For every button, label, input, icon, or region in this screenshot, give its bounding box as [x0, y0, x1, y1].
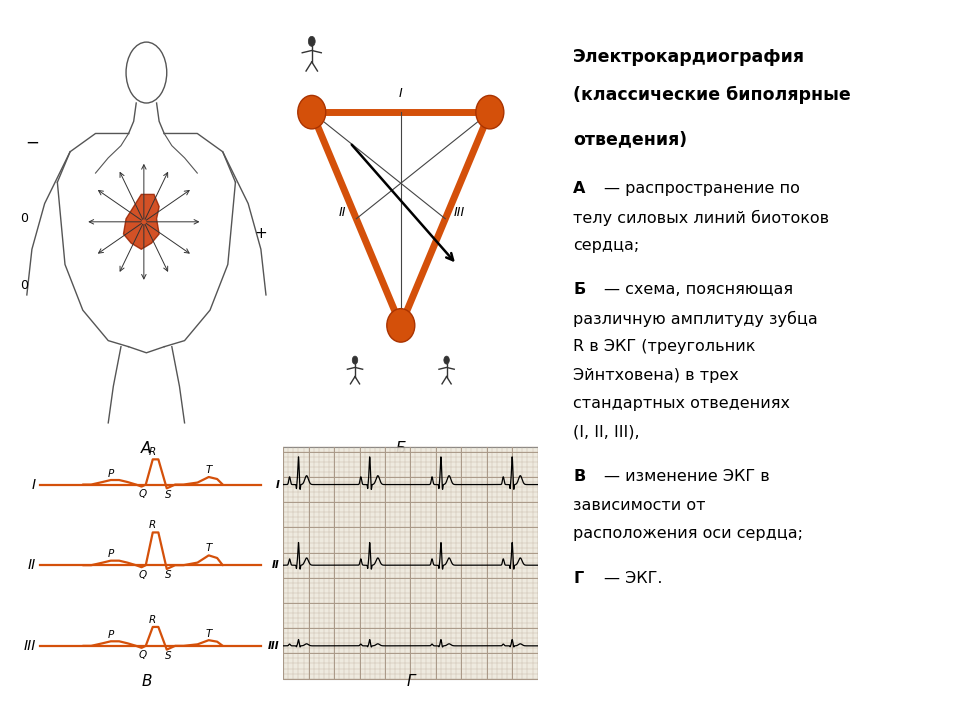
Text: расположения оси сердца;: расположения оси сердца; — [573, 526, 804, 541]
Ellipse shape — [444, 356, 449, 364]
Text: R: R — [149, 447, 156, 457]
Text: III: III — [268, 641, 279, 651]
Polygon shape — [124, 194, 159, 249]
Text: Б: Б — [396, 441, 406, 456]
Text: телу силовых линий биотоков: телу силовых линий биотоков — [573, 210, 829, 225]
Ellipse shape — [352, 356, 358, 364]
Text: А: А — [573, 181, 586, 196]
Text: Г: Г — [406, 674, 415, 688]
Text: стандартных отведениях: стандартных отведениях — [573, 396, 790, 411]
Text: 0: 0 — [20, 212, 28, 225]
Text: R: R — [149, 615, 156, 625]
Text: (I, II, III),: (I, II, III), — [573, 425, 639, 440]
Text: В: В — [141, 674, 152, 688]
Circle shape — [476, 96, 504, 129]
Text: Эйнтховена) в трех: Эйнтховена) в трех — [573, 368, 739, 383]
Text: T: T — [205, 629, 212, 639]
Text: II: II — [339, 206, 346, 219]
Text: R в ЭКГ (треугольник: R в ЭКГ (треугольник — [573, 339, 756, 354]
Text: I: I — [32, 477, 36, 492]
Text: Г: Г — [573, 570, 584, 585]
Text: зависимости от: зависимости от — [573, 498, 706, 513]
Text: 0: 0 — [20, 279, 28, 292]
Circle shape — [298, 96, 325, 129]
Text: А: А — [141, 441, 152, 456]
Ellipse shape — [308, 36, 315, 46]
Circle shape — [387, 309, 415, 342]
Text: отведения): отведения) — [573, 130, 687, 148]
FancyBboxPatch shape — [283, 446, 538, 678]
Text: I: I — [276, 480, 279, 490]
Text: −: − — [25, 134, 38, 152]
Text: P: P — [108, 469, 114, 479]
Text: сердца;: сердца; — [573, 238, 639, 253]
Text: — изменение ЭКГ в: — изменение ЭКГ в — [604, 469, 770, 484]
Text: — распространение по: — распространение по — [604, 181, 800, 196]
Text: +: + — [254, 227, 267, 241]
Text: Б: Б — [573, 282, 586, 297]
Text: Q: Q — [139, 489, 147, 499]
Text: Q: Q — [139, 650, 147, 660]
Text: R: R — [149, 521, 156, 531]
Text: II: II — [272, 560, 279, 570]
Text: II: II — [28, 558, 36, 572]
Text: различную амплитуду зубца: различную амплитуду зубца — [573, 311, 818, 327]
Text: Электрокардиография: Электрокардиография — [573, 48, 805, 66]
Text: T: T — [205, 544, 212, 554]
Text: T: T — [205, 465, 212, 475]
Text: S: S — [165, 570, 172, 580]
Text: — схема, поясняющая: — схема, поясняющая — [604, 282, 793, 297]
Text: Q: Q — [139, 570, 147, 580]
Text: III: III — [23, 639, 36, 653]
Text: P: P — [108, 630, 114, 640]
Text: S: S — [165, 651, 172, 661]
Text: (классические биполярные: (классические биполярные — [573, 86, 851, 104]
Text: III: III — [454, 206, 465, 219]
Text: — ЭКГ.: — ЭКГ. — [604, 570, 662, 585]
Text: P: P — [108, 549, 114, 559]
Text: В: В — [573, 469, 586, 484]
Text: S: S — [165, 490, 172, 500]
Text: I: I — [399, 87, 402, 100]
